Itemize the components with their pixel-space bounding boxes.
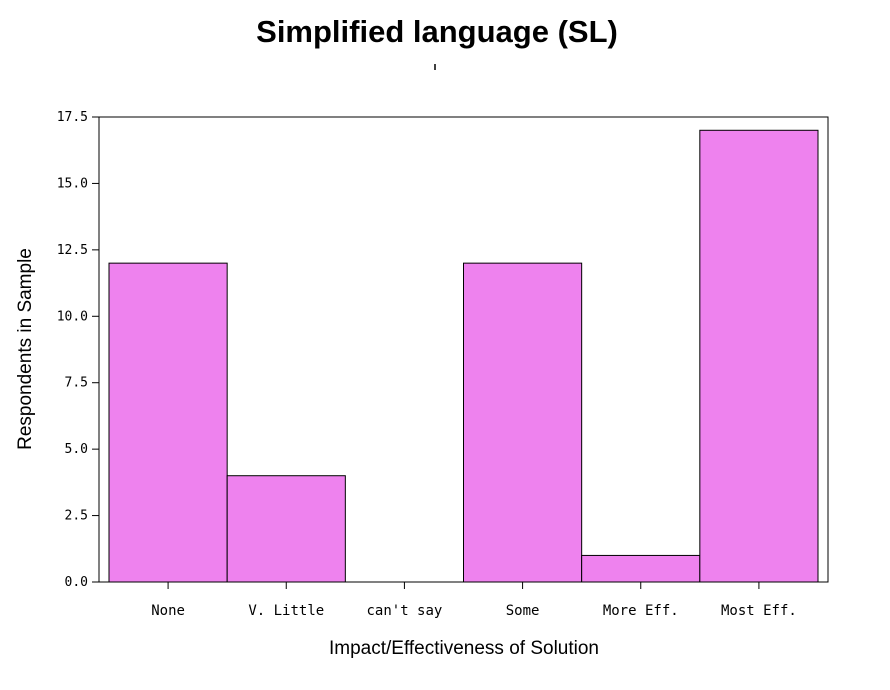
bar-3 — [463, 262, 583, 583]
y-tick-label-6: 15.0 — [57, 176, 88, 191]
y-tick-label-7: 17.5 — [57, 110, 88, 125]
bar-5 — [699, 129, 819, 583]
plot-frame — [98, 116, 829, 583]
y-tick-label-5: 12.5 — [57, 243, 88, 258]
y-tick-label-3: 7.5 — [65, 376, 88, 391]
bar-4 — [581, 554, 701, 583]
chart-title: Simplified language (SL) — [256, 14, 618, 49]
x-axis-ticks: None V. Little can't say Some More Eff. Most … — [151, 582, 797, 619]
y-tick-label-4: 10.0 — [57, 309, 88, 324]
bar-1 — [226, 475, 346, 583]
bars-group — [108, 129, 819, 583]
y-tick-label-1: 2.5 — [65, 509, 88, 524]
x-tick-label-3: Some — [506, 603, 540, 619]
x-tick-label-0: None — [151, 603, 185, 619]
x-tick-label-1: V. Little — [248, 603, 324, 619]
x-tick-label-5: Most Eff. — [721, 603, 797, 619]
x-axis-title: Impact/Effectiveness of Solution — [329, 638, 599, 659]
x-tick-label-4: More Eff. — [603, 603, 679, 619]
bar-0 — [108, 262, 228, 583]
x-tick-label-2: can't say — [366, 603, 442, 619]
y-tick-label-0: 0.0 — [65, 575, 88, 590]
y-axis-title: Respondents in Sample — [15, 248, 36, 450]
y-axis-ticks: 0.0 2.5 5.0 7.5 10.0 12.5 15.0 17.5 — [57, 110, 99, 590]
y-tick-label-2: 5.0 — [65, 442, 88, 457]
